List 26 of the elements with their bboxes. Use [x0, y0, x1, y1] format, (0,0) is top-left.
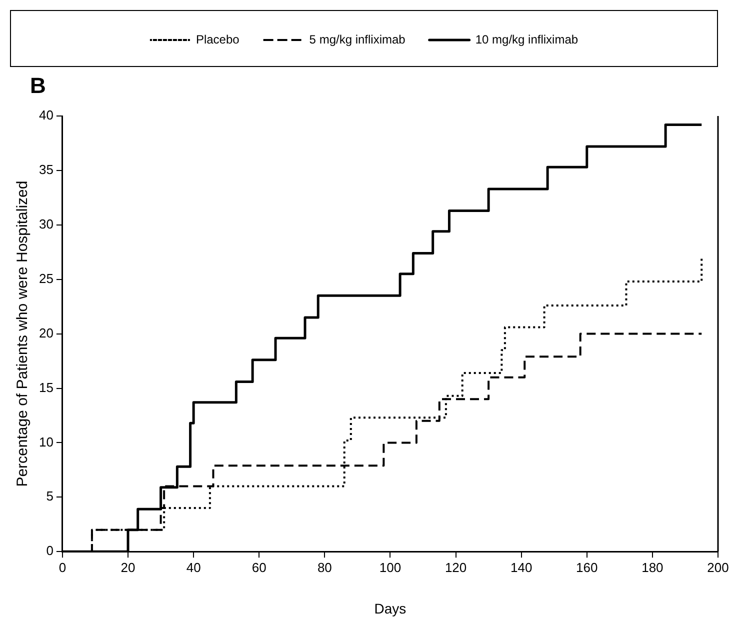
y-tick-label: 0 [46, 543, 54, 558]
y-tick-label: 15 [38, 380, 54, 395]
x-tick-label: 120 [444, 560, 467, 575]
legend-label: 5 mg/kg infliximab [309, 32, 406, 46]
y-axis-title: Percentage of Patients who were Hospitalized [14, 180, 32, 487]
legend-label: 10 mg/kg infliximab [475, 32, 578, 46]
x-tick-label: 100 [379, 560, 402, 575]
legend-label: Placebo [196, 32, 240, 46]
y-tick-label: 20 [38, 325, 54, 340]
x-tick-label: 20 [120, 560, 136, 575]
y-tick-label: 25 [38, 270, 54, 286]
y-tick-label: 30 [38, 216, 54, 232]
y-tick-label: 10 [38, 434, 54, 450]
x-tick-label: 140 [510, 560, 532, 575]
x-tick-label: 200 [707, 560, 729, 575]
x-tick-label: 0 [58, 560, 66, 575]
text: B [30, 73, 46, 98]
x-axis-title: Days [374, 600, 406, 616]
y-tick-label: 35 [38, 162, 54, 178]
y-tick-label: 5 [46, 488, 54, 504]
x-tick-label: 80 [317, 560, 332, 575]
x-tick-label: 40 [186, 560, 201, 575]
x-tick-label: 60 [252, 560, 266, 575]
x-tick-label: 160 [576, 560, 598, 575]
x-tick-label: 180 [642, 560, 664, 575]
y-tick-label: 40 [38, 108, 54, 123]
